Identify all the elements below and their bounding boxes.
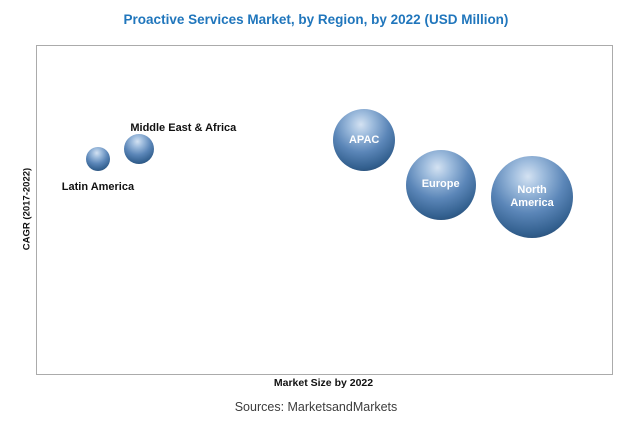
chart-title: Proactive Services Market, by Region, by… [123, 12, 509, 27]
bubble-label-latin-america: Latin America [61, 181, 135, 194]
bubble-label-apac: APAC [348, 133, 380, 146]
bubble-label-north-america: North America [510, 184, 554, 209]
x-axis-label: Market Size by 2022 [273, 377, 374, 389]
bubble-middle-east-africa [124, 133, 155, 164]
bubble-europe: Europe [405, 149, 476, 220]
source-text: Sources: MarketsandMarkets [234, 400, 398, 414]
y-axis-label: CAGR (2017-2022) [21, 167, 33, 251]
bubble-label-europe: Europe [421, 178, 460, 191]
bubble-label-middle-east-africa: Middle East & Africa [130, 121, 237, 134]
bubble-latin-america [85, 147, 110, 172]
bubble-apac: APAC [333, 109, 396, 172]
bubble-north-america: North America [491, 155, 574, 238]
plot-area: Latin America Middle East & Africa APAC Eur… [36, 45, 613, 375]
